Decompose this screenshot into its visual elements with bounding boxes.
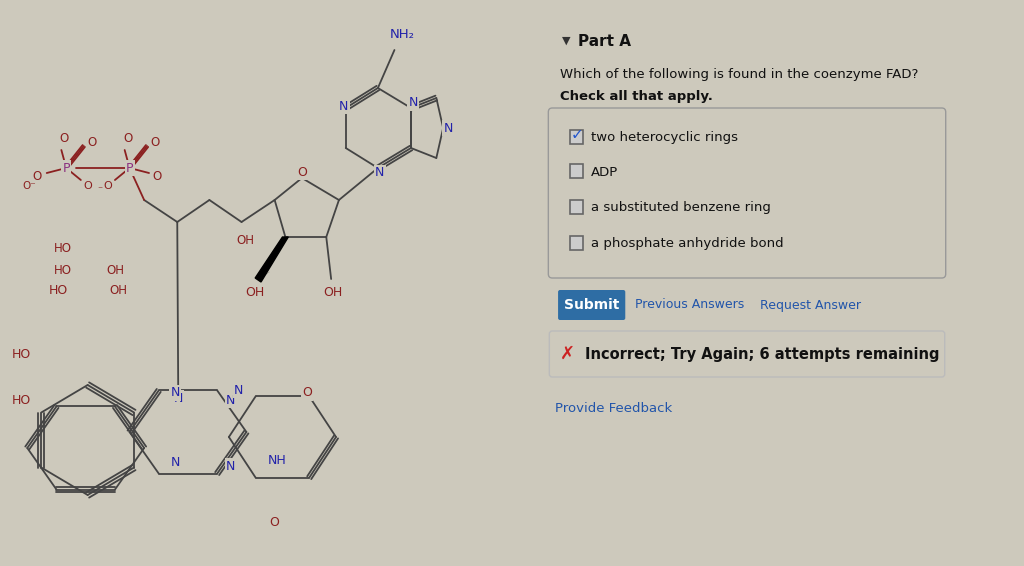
Text: OH: OH [237,234,254,247]
Text: N: N [233,384,244,397]
Text: Provide Feedback: Provide Feedback [555,402,673,415]
Text: ▼: ▼ [562,36,570,46]
Text: a substituted benzene ring: a substituted benzene ring [591,201,771,215]
Text: O: O [151,135,160,148]
Text: N: N [443,122,453,135]
Text: HO: HO [54,264,73,277]
Text: NH: NH [268,453,287,466]
Text: two heterocyclic rings: two heterocyclic rings [591,131,738,144]
Text: Part A: Part A [578,34,631,49]
Bar [569,130,584,144]
Text: O⁻: O⁻ [23,181,36,191]
Text: O: O [123,131,132,144]
Text: OH: OH [105,264,124,277]
Text: N: N [173,392,183,405]
Text: N: N [375,166,385,179]
Text: OH: OH [324,286,343,299]
FancyBboxPatch shape [549,331,945,377]
Text: OH: OH [246,285,265,298]
Text: O: O [269,517,280,530]
Bar [569,164,584,178]
Polygon shape [255,237,289,282]
Bar [569,236,584,250]
FancyBboxPatch shape [558,290,626,320]
Text: HO: HO [54,242,73,255]
Text: OH: OH [110,284,128,297]
Text: O: O [297,165,307,178]
Text: HO: HO [49,284,68,297]
Text: N: N [226,460,236,473]
Text: N: N [409,96,418,109]
Text: Submit: Submit [564,298,620,312]
Text: Request Answer: Request Answer [760,298,861,311]
Text: ADP: ADP [591,165,618,178]
Text: O: O [103,181,113,191]
Text: Incorrect; Try Again; 6 attempts remaining: Incorrect; Try Again; 6 attempts remaini… [586,346,940,362]
Text: a phosphate anhydride bond: a phosphate anhydride bond [591,238,783,251]
Text: HO: HO [12,349,31,362]
Text: O: O [33,169,42,182]
Text: NH₂: NH₂ [390,28,415,41]
Text: N: N [171,457,180,470]
Text: O: O [83,181,92,191]
Text: O: O [302,387,311,400]
Text: O: O [59,131,69,144]
Text: ⁻: ⁻ [97,185,102,195]
Text: Previous Answers: Previous Answers [635,298,744,311]
Text: Check all that apply.: Check all that apply. [560,90,713,103]
Text: HO: HO [12,393,31,406]
Bar [569,200,584,214]
Text: N: N [171,387,180,400]
Text: ✗: ✗ [560,345,575,363]
Text: O: O [87,135,96,148]
Text: P: P [62,161,70,174]
Text: P: P [126,161,133,174]
Text: N: N [339,100,348,113]
Text: Which of the following is found in the coenzyme FAD?: Which of the following is found in the c… [560,68,919,81]
Text: ✓: ✓ [570,127,584,142]
FancyBboxPatch shape [548,108,946,278]
Text: O: O [153,169,162,182]
Text: N: N [226,393,236,406]
